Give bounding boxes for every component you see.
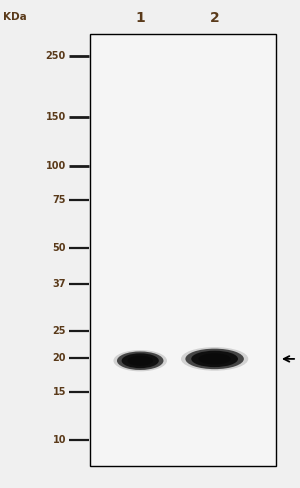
- Ellipse shape: [181, 347, 248, 371]
- Ellipse shape: [191, 351, 238, 367]
- Ellipse shape: [199, 353, 231, 365]
- Text: 75: 75: [52, 195, 66, 205]
- Text: 150: 150: [46, 112, 66, 122]
- Ellipse shape: [122, 353, 159, 368]
- Text: KDa: KDa: [3, 12, 27, 22]
- Text: 15: 15: [52, 387, 66, 397]
- Text: 50: 50: [52, 244, 66, 253]
- Text: 2: 2: [210, 11, 220, 25]
- Text: 25: 25: [52, 326, 66, 336]
- Ellipse shape: [185, 348, 244, 369]
- Text: 250: 250: [46, 51, 66, 61]
- Text: 20: 20: [52, 353, 66, 363]
- Text: 10: 10: [52, 435, 66, 446]
- Ellipse shape: [113, 350, 167, 371]
- Ellipse shape: [117, 351, 164, 370]
- Text: 1: 1: [135, 11, 145, 25]
- Text: 37: 37: [52, 279, 66, 289]
- Ellipse shape: [128, 356, 153, 366]
- Text: 100: 100: [46, 161, 66, 171]
- Bar: [90, 34, 276, 466]
